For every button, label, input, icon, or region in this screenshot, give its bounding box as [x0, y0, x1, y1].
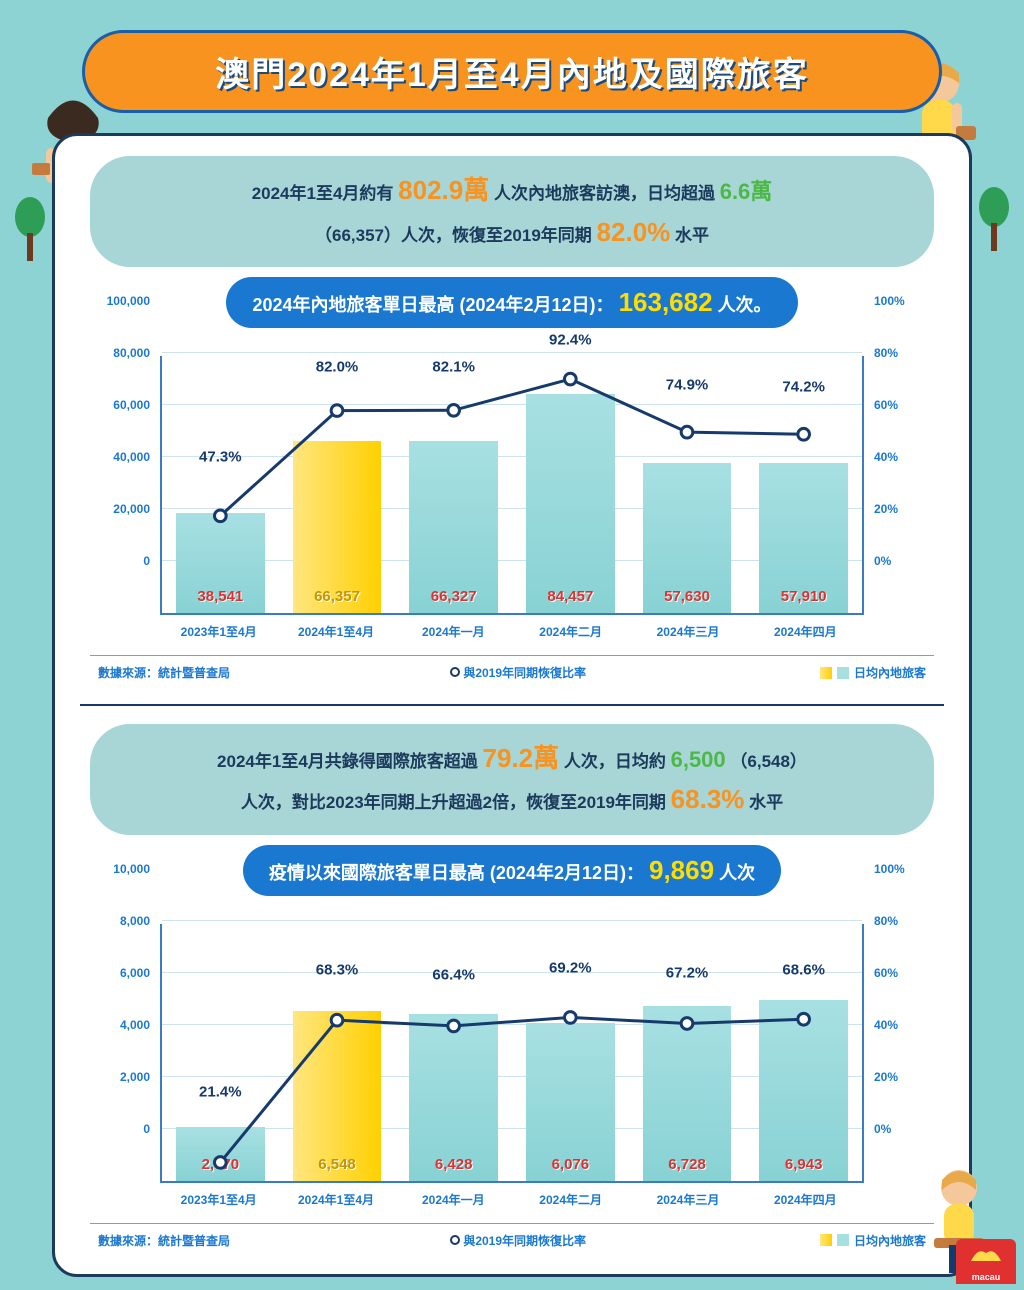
x-axis-label: 2024年四月 — [747, 617, 864, 655]
line-value-label: 67.2% — [666, 965, 709, 982]
text: 人次，對比2023年同期上升超過2倍，恢復至2019年同期 — [241, 793, 666, 812]
divider — [80, 704, 944, 706]
chart1: 020,00040,00060,00080,000100,0000%20%40%… — [90, 346, 934, 656]
x-axis-label: 2024年1至4月 — [277, 1185, 394, 1223]
line-value-label: 47.3% — [199, 449, 242, 466]
x-axis-label: 2024年三月 — [629, 1185, 746, 1223]
chart2-footer: 數據來源：統計暨普查局 與2019年同期恢復比率 日均內地旅客 — [80, 1224, 944, 1250]
x-axis-label: 2024年二月 — [512, 617, 629, 655]
highlight-value: 6.6萬 — [720, 179, 773, 204]
section1-peak: 2024年內地旅客單日最高 (2024年2月12日)： 163,682 人次。 — [226, 277, 797, 328]
x-axis-label: 2023年1至4月 — [160, 1185, 277, 1223]
line-value-label: 21.4% — [199, 1084, 242, 1101]
x-axis-label: 2023年1至4月 — [160, 617, 277, 655]
text: （66,357）人次，恢復至2019年同期 — [315, 226, 592, 245]
page-title: 澳門2024年1月至4月內地及國際旅客 — [115, 47, 909, 96]
line-value-label: 82.1% — [432, 358, 475, 375]
text: 2024年1至4月約有 — [252, 184, 394, 203]
peak-label: 2024年內地旅客單日最高 (2024年2月12日)： — [252, 295, 613, 315]
x-axis-label: 2024年一月 — [395, 1185, 512, 1223]
chart1-footer: 數據來源：統計暨普查局 與2019年同期恢復比率 日均內地旅客 — [80, 656, 944, 682]
tree-icon — [10, 195, 50, 265]
x-axis-label: 2024年二月 — [512, 1185, 629, 1223]
x-axis-label: 2024年三月 — [629, 617, 746, 655]
text: 2024年1至4月共錄得國際旅客超過 — [217, 752, 478, 771]
source-label: 數據來源：統計暨普查局 — [98, 664, 230, 681]
x-axis-label: 2024年1至4月 — [277, 617, 394, 655]
legend-line: 與2019年同期恢復比率 — [450, 1232, 586, 1249]
section2-summary: 2024年1至4月共錄得國際旅客超過 79.2萬 人次，日均約 6,500 （6… — [90, 724, 934, 835]
x-axis-label: 2024年四月 — [747, 1185, 864, 1223]
text: 水平 — [675, 226, 709, 245]
peak-value: 9,869 — [649, 855, 714, 885]
line-value-label: 74.2% — [782, 379, 825, 396]
section2-peak: 疫情以來國際旅客單日最高 (2024年2月12日)： 9,869 人次 — [243, 845, 781, 896]
peak-value: 163,682 — [619, 287, 713, 317]
legend-bar: 日均內地旅客 — [806, 1232, 926, 1250]
x-axis-label: 2024年一月 — [395, 617, 512, 655]
text: 水平 — [749, 793, 783, 812]
legend-bar: 日均內地旅客 — [806, 664, 926, 682]
macau-logo: macau — [956, 1239, 1016, 1284]
highlight-value: 802.9萬 — [398, 175, 489, 205]
tree-icon — [974, 185, 1014, 255]
title-banner: 澳門2024年1月至4月內地及國際旅客 — [82, 30, 942, 113]
highlight-value: 68.3% — [671, 784, 745, 814]
line-value-label: 68.3% — [316, 962, 359, 979]
source-label: 數據來源：統計暨普查局 — [98, 1232, 230, 1249]
line-value-label: 68.6% — [782, 961, 825, 978]
peak-suffix: 人次 — [719, 863, 755, 883]
line-value-label: 82.0% — [316, 359, 359, 376]
text: 人次內地旅客訪澳，日均超過 — [494, 184, 715, 203]
line-value-label: 92.4% — [549, 331, 592, 348]
text: 人次，日均約 — [564, 752, 666, 771]
highlight-value: 82.0% — [597, 217, 671, 247]
line-value-label: 69.2% — [549, 959, 592, 976]
peak-suffix: 人次。 — [718, 295, 772, 315]
legend-line: 與2019年同期恢復比率 — [450, 664, 586, 681]
chart2: 02,0004,0006,0008,00010,0000%20%40%60%80… — [90, 914, 934, 1224]
line-value-label: 66.4% — [432, 967, 475, 984]
main-card: 2024年1至4月約有 802.9萬 人次內地旅客訪澳，日均超過 6.6萬 （6… — [52, 133, 972, 1277]
line-value-label: 74.9% — [666, 377, 709, 394]
highlight-value: 79.2萬 — [483, 743, 560, 773]
highlight-value: 6,500 — [671, 747, 726, 772]
section1-summary: 2024年1至4月約有 802.9萬 人次內地旅客訪澳，日均超過 6.6萬 （6… — [90, 156, 934, 267]
peak-label: 疫情以來國際旅客單日最高 (2024年2月12日)： — [269, 863, 644, 883]
text: （6,548） — [730, 752, 807, 771]
